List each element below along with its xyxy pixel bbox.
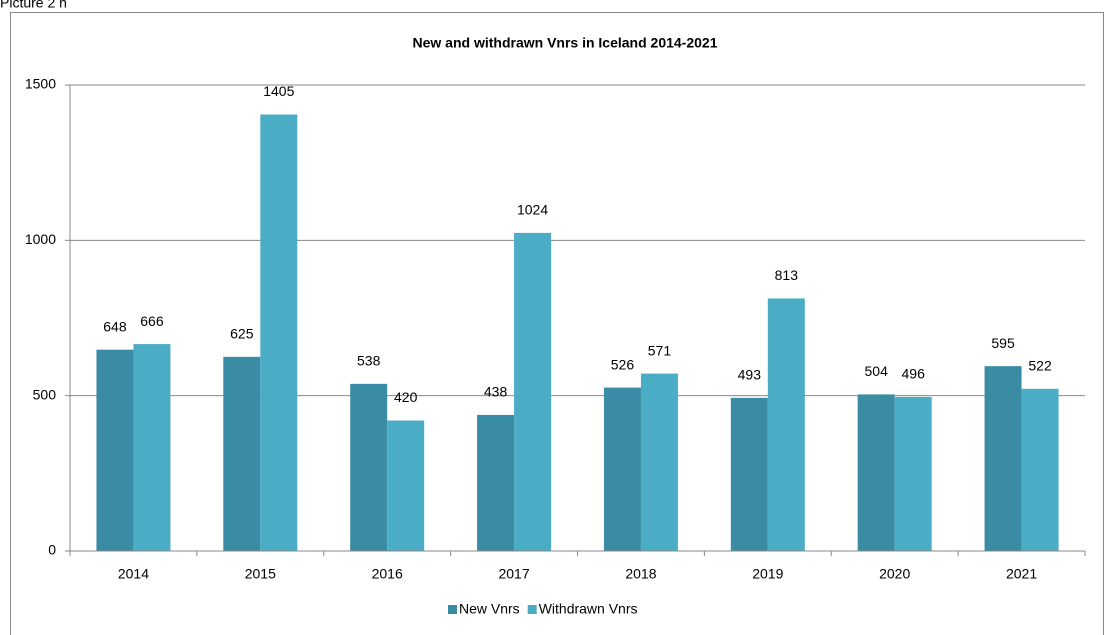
- legend-swatch: [527, 605, 537, 614]
- bar: [603, 387, 641, 551]
- data-label: 522: [1028, 358, 1052, 374]
- bar: [767, 298, 805, 551]
- bar: [387, 420, 425, 551]
- y-tick-label: 0: [48, 542, 56, 558]
- y-tick-label: 1500: [25, 76, 56, 92]
- bar: [350, 383, 388, 551]
- data-label: 648: [103, 318, 127, 334]
- data-label: 493: [738, 367, 762, 383]
- bar: [894, 396, 932, 551]
- chart-title: New and withdrawn Vnrs in Iceland 2014-2…: [413, 35, 718, 51]
- bar: [1021, 388, 1059, 551]
- bar: [730, 397, 768, 551]
- caption: Picture 2 n: [0, 0, 67, 11]
- bar: [857, 394, 895, 551]
- chart-frame: [10, 12, 1104, 635]
- bar: [514, 232, 552, 552]
- y-tick-label: 500: [33, 386, 57, 402]
- x-tick-label: 2021: [1006, 566, 1037, 582]
- data-label: 538: [357, 353, 381, 369]
- data-label: 1405: [263, 83, 294, 99]
- legend-swatch: [448, 605, 457, 614]
- bar: [133, 344, 171, 551]
- bar: [223, 356, 261, 551]
- data-label: 571: [648, 342, 672, 358]
- bar: [477, 414, 515, 551]
- data-label: 420: [394, 389, 418, 405]
- x-tick-label: 2018: [625, 566, 656, 582]
- legend-label: New Vnrs: [459, 601, 520, 617]
- data-label: 504: [865, 363, 889, 379]
- bar: [260, 114, 298, 551]
- y-tick-label: 1000: [25, 231, 56, 247]
- bar: [640, 373, 678, 551]
- data-label: 526: [611, 356, 635, 372]
- x-tick-label: 2014: [118, 566, 149, 582]
- x-tick-label: 2015: [245, 566, 276, 582]
- x-tick-label: 2019: [752, 566, 783, 582]
- bar: [96, 349, 134, 551]
- data-label: 813: [775, 267, 799, 283]
- data-label: 666: [140, 313, 164, 329]
- data-label: 625: [230, 326, 254, 342]
- x-tick-label: 2017: [498, 566, 529, 582]
- data-label: 438: [484, 384, 508, 400]
- data-label: 496: [902, 366, 926, 382]
- x-tick-label: 2016: [372, 566, 403, 582]
- bar: [984, 366, 1022, 551]
- legend-label: Withdrawn Vnrs: [539, 601, 638, 617]
- x-tick-label: 2020: [879, 566, 910, 582]
- data-label: 1024: [517, 202, 548, 218]
- data-label: 595: [991, 335, 1015, 351]
